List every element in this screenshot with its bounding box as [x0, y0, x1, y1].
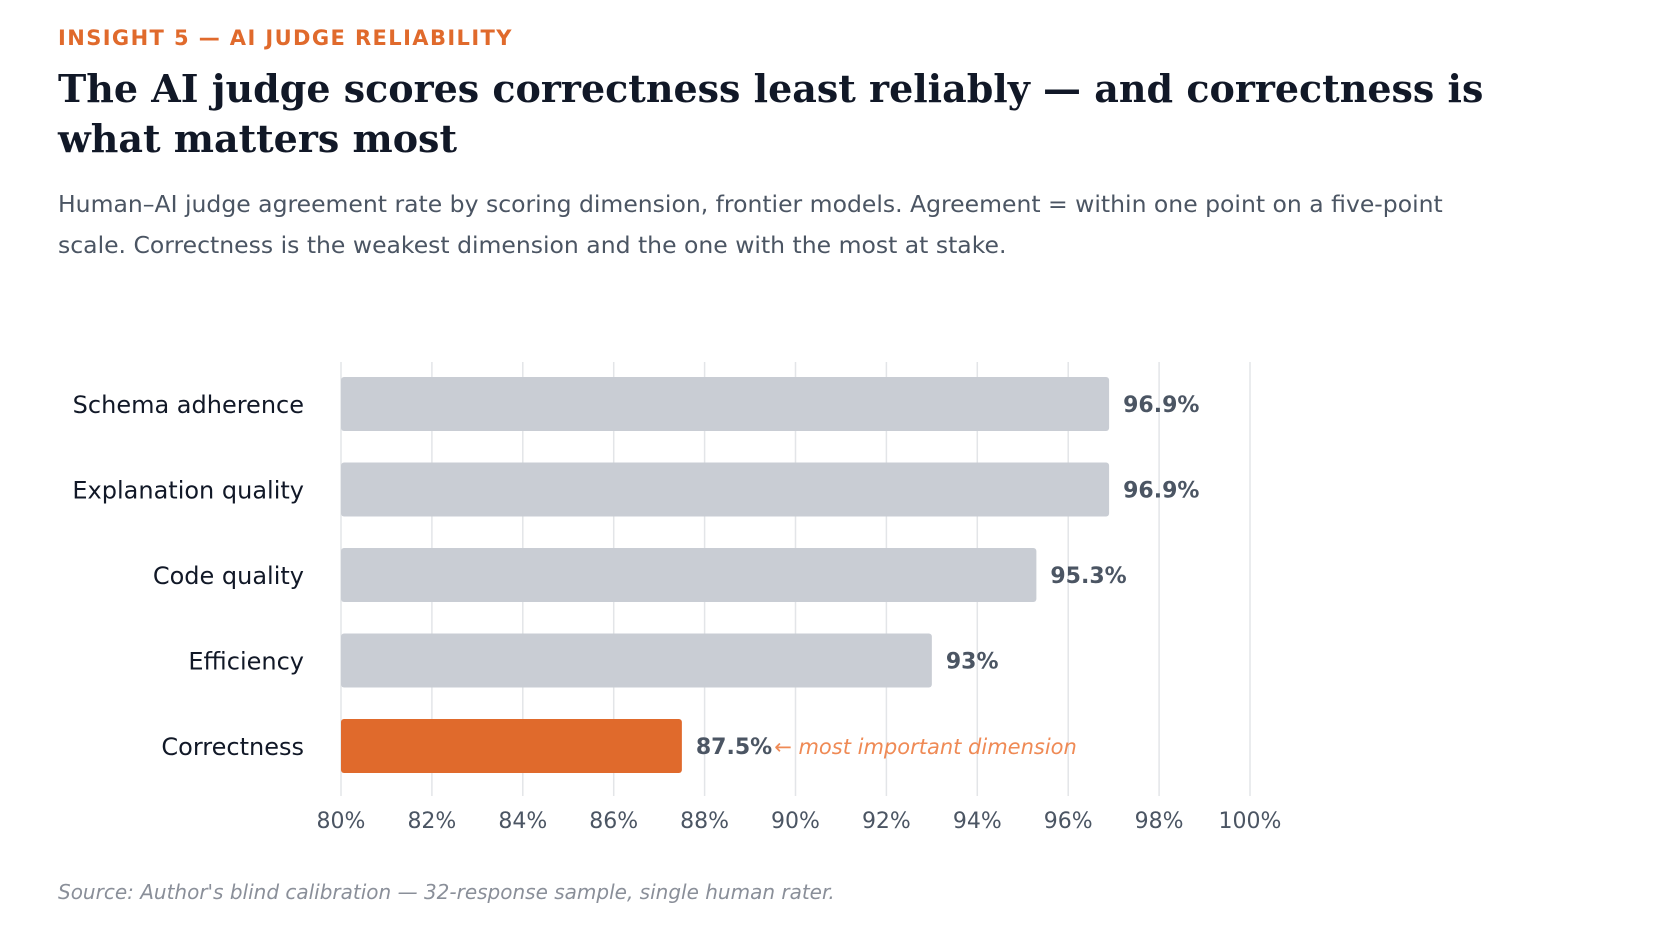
- chart-subtitle: Human–AI judge agreement rate by scoring…: [58, 190, 1443, 259]
- value-label: 95.3%: [1050, 564, 1126, 589]
- value-label: 93%: [946, 650, 999, 675]
- x-tick-label: 92%: [862, 809, 911, 834]
- x-tick-label: 90%: [771, 809, 820, 834]
- x-tick-label: 98%: [1135, 809, 1184, 834]
- category-label: Efficiency: [188, 648, 304, 676]
- x-tick-label: 96%: [1044, 809, 1093, 834]
- x-tick-label: 94%: [953, 809, 1002, 834]
- bar: [341, 462, 1110, 517]
- value-label: 96.9%: [1123, 393, 1199, 418]
- x-tick-label: 100%: [1219, 809, 1282, 834]
- category-label: Code quality: [153, 562, 304, 590]
- x-tick-label: 82%: [407, 809, 456, 834]
- bar: [341, 719, 682, 773]
- x-tick-label: 86%: [589, 809, 638, 834]
- value-label: 87.5%: [696, 735, 772, 760]
- x-tick-label: 80%: [317, 809, 366, 834]
- category-label: Correctness: [161, 733, 304, 761]
- bar: [341, 633, 932, 688]
- source-note: Source: Author's blind calibration — 32-…: [58, 880, 835, 904]
- category-label: Schema adherence: [73, 391, 304, 419]
- bar: [341, 377, 1110, 431]
- chart-title: The AI judge scores correctness least re…: [58, 66, 1484, 161]
- bar: [341, 548, 1037, 602]
- x-tick-label: 84%: [498, 809, 547, 834]
- x-tick-label: 88%: [680, 809, 729, 834]
- highlight-annotation: ← most important dimension: [774, 735, 1077, 759]
- header: INSIGHT 5 — AI JUDGE RELIABILITY The AI …: [58, 26, 1618, 266]
- category-label: Explanation quality: [72, 477, 304, 505]
- insight-eyebrow: INSIGHT 5 — AI JUDGE RELIABILITY: [58, 26, 513, 50]
- value-label: 96.9%: [1123, 479, 1199, 504]
